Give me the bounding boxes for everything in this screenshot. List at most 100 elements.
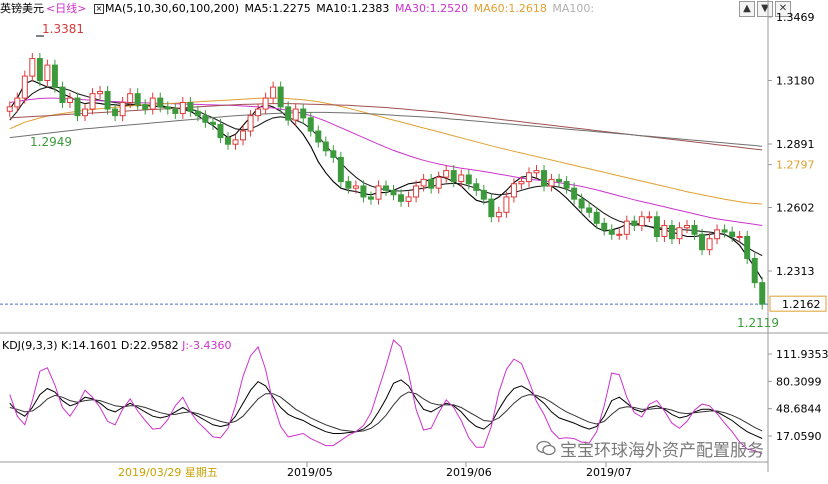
ma60-value: MA60:1.2618 — [473, 2, 547, 15]
kdj-tick-label: 80.3099 — [776, 375, 822, 388]
time-label: 2019/05 — [287, 466, 333, 479]
candle-body — [653, 216, 660, 238]
candle-body — [473, 183, 480, 191]
price-tick-label: 1.3469 — [776, 11, 815, 24]
kdj-title-k: K:14.1601 — [61, 339, 121, 352]
current-price-label: 1.2162 — [782, 298, 821, 311]
candle-body — [383, 185, 389, 191]
ma-line-ma60 — [9, 97, 763, 205]
candle-body — [571, 187, 578, 200]
candle-body — [586, 207, 593, 213]
kdj-tick-label: 17.0590 — [776, 430, 822, 443]
candle-body — [593, 211, 600, 224]
candle-body — [44, 64, 51, 81]
candle-body — [714, 229, 721, 240]
close-icon[interactable]: ✕ — [775, 1, 791, 17]
candle-body — [330, 150, 337, 158]
candle-body — [277, 86, 284, 108]
candle-body — [187, 101, 194, 112]
candle-body — [458, 174, 465, 183]
candle-body — [646, 216, 653, 219]
candle-body — [759, 282, 766, 305]
candle-body — [744, 236, 751, 259]
candle-body — [74, 97, 81, 117]
candle-body — [706, 238, 713, 251]
candle-body — [59, 86, 66, 103]
ma-checkbox-icon[interactable]: × — [93, 4, 104, 14]
price-tick-label: 1.2313 — [776, 265, 815, 278]
candle-body — [450, 170, 457, 183]
candle-body — [533, 170, 540, 174]
candle-body — [751, 257, 758, 284]
candle-body — [104, 90, 111, 110]
candle-body — [142, 104, 149, 110]
candle-body — [360, 185, 367, 198]
high-price-label: 1.3381 — [42, 22, 84, 36]
candle-body — [352, 185, 359, 189]
chevron-down-icon[interactable]: ▼ — [757, 1, 773, 17]
candle-body — [224, 137, 231, 145]
candle-body — [322, 141, 329, 152]
candle-body — [127, 93, 134, 103]
candle-body — [270, 86, 277, 99]
candle-body — [465, 174, 472, 185]
candle-body — [194, 110, 201, 117]
highlight-price-label: 1.2797 — [776, 159, 815, 172]
kdj-title-d: D:22.9582 — [121, 339, 182, 352]
candle-body — [548, 178, 555, 187]
kdj-line-j — [9, 339, 763, 455]
price-tick-label: 1.2891 — [776, 138, 815, 151]
candle-body — [398, 194, 405, 202]
candle-body — [21, 75, 28, 99]
candle-body — [367, 196, 374, 200]
candle-body — [525, 172, 532, 183]
kdj-title-j: J:-3.4360 — [181, 339, 231, 352]
candle-body — [443, 170, 450, 178]
candle-body — [563, 181, 570, 189]
candle-body — [375, 185, 382, 200]
low-price-label: 1.2119 — [737, 316, 779, 330]
time-label: 2019/06 — [446, 466, 492, 479]
candle-body — [36, 58, 43, 82]
candle-body — [51, 64, 58, 88]
candle-body — [149, 97, 156, 110]
candle-body — [240, 130, 247, 141]
candle-body — [255, 108, 262, 117]
ma100-value: MA100: — [552, 2, 595, 15]
kdj-tick-label: 48.6844 — [776, 403, 822, 416]
candle-body — [345, 181, 352, 189]
candle-body — [495, 211, 502, 218]
candle-body — [661, 225, 668, 238]
candle-body — [97, 90, 104, 95]
swing-low-label: 1.2949 — [30, 135, 72, 149]
kdj-line-d — [9, 391, 763, 433]
candle-body — [420, 178, 427, 187]
candle-body — [134, 93, 141, 106]
candle-body — [503, 196, 510, 213]
current-price-box — [769, 295, 827, 312]
candle-body — [157, 97, 164, 108]
watermark-text: 宝宝环球海外资产配置服务 — [560, 441, 764, 461]
kdj-title-kdj: KDJ(9,3,3) — [2, 339, 61, 352]
candle-body — [556, 178, 563, 183]
ma-settings-label[interactable]: MA(5,10,30,60,100,200) — [104, 2, 239, 15]
ma-line-ma200 — [9, 111, 763, 147]
candle-body — [721, 229, 728, 233]
candle-body — [691, 225, 698, 235]
candle-body — [247, 115, 254, 132]
candle-body — [337, 156, 344, 183]
candle-body — [172, 108, 179, 114]
candle-body — [623, 220, 630, 235]
period-label[interactable]: <日线> — [46, 2, 87, 15]
candle-body — [6, 106, 13, 112]
candle-body — [428, 178, 435, 189]
candle-body — [676, 227, 683, 240]
candle-body — [638, 216, 645, 227]
candle-body — [578, 198, 585, 209]
candle-body — [736, 236, 743, 239]
candle-body — [616, 233, 623, 236]
time-label: 2019/07 — [586, 466, 632, 479]
chevron-up-icon[interactable]: ▲ — [739, 1, 755, 17]
